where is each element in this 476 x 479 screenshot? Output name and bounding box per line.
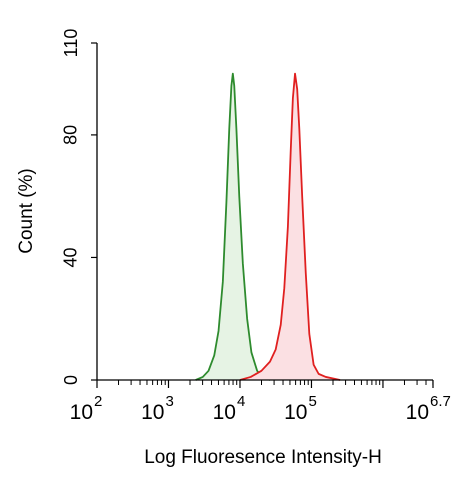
y-tick-label: 40 [61, 247, 81, 267]
series-layer [195, 72, 341, 381]
x-ticks: 10 2 10 3 10 4 10 5 10 6.7 [70, 380, 451, 424]
x-tick-label-exponent: 4 [237, 393, 245, 410]
y-ticks: 0 40 80 110 [61, 29, 97, 385]
y-tick-label: 110 [61, 29, 81, 58]
series-2-line [239, 72, 341, 381]
x-tick-label-base: 10 [70, 401, 93, 424]
y-tick-label: 0 [61, 375, 81, 385]
x-axis-label: Log Fluoresence Intensity-H [144, 447, 382, 468]
x-tick-label-base: 10 [284, 401, 307, 424]
x-tick-label-exponent: 5 [308, 393, 316, 410]
series-1-fill [195, 73, 270, 380]
x-tick-label-base: 10 [213, 401, 236, 424]
series-1-line [195, 72, 271, 381]
x-tick-label-exponent: 6.7 [430, 393, 451, 410]
x-tick-label-base: 10 [406, 401, 429, 424]
x-tick-label-exponent: 3 [165, 393, 173, 410]
series-2-fill [239, 73, 341, 380]
y-tick-label: 80 [61, 125, 81, 145]
x-tick-label-base: 10 [141, 401, 164, 424]
axes-layer [96, 43, 433, 381]
x-tick-label-exponent: 2 [94, 393, 102, 410]
y-axis-label: Count (%) [16, 168, 37, 254]
